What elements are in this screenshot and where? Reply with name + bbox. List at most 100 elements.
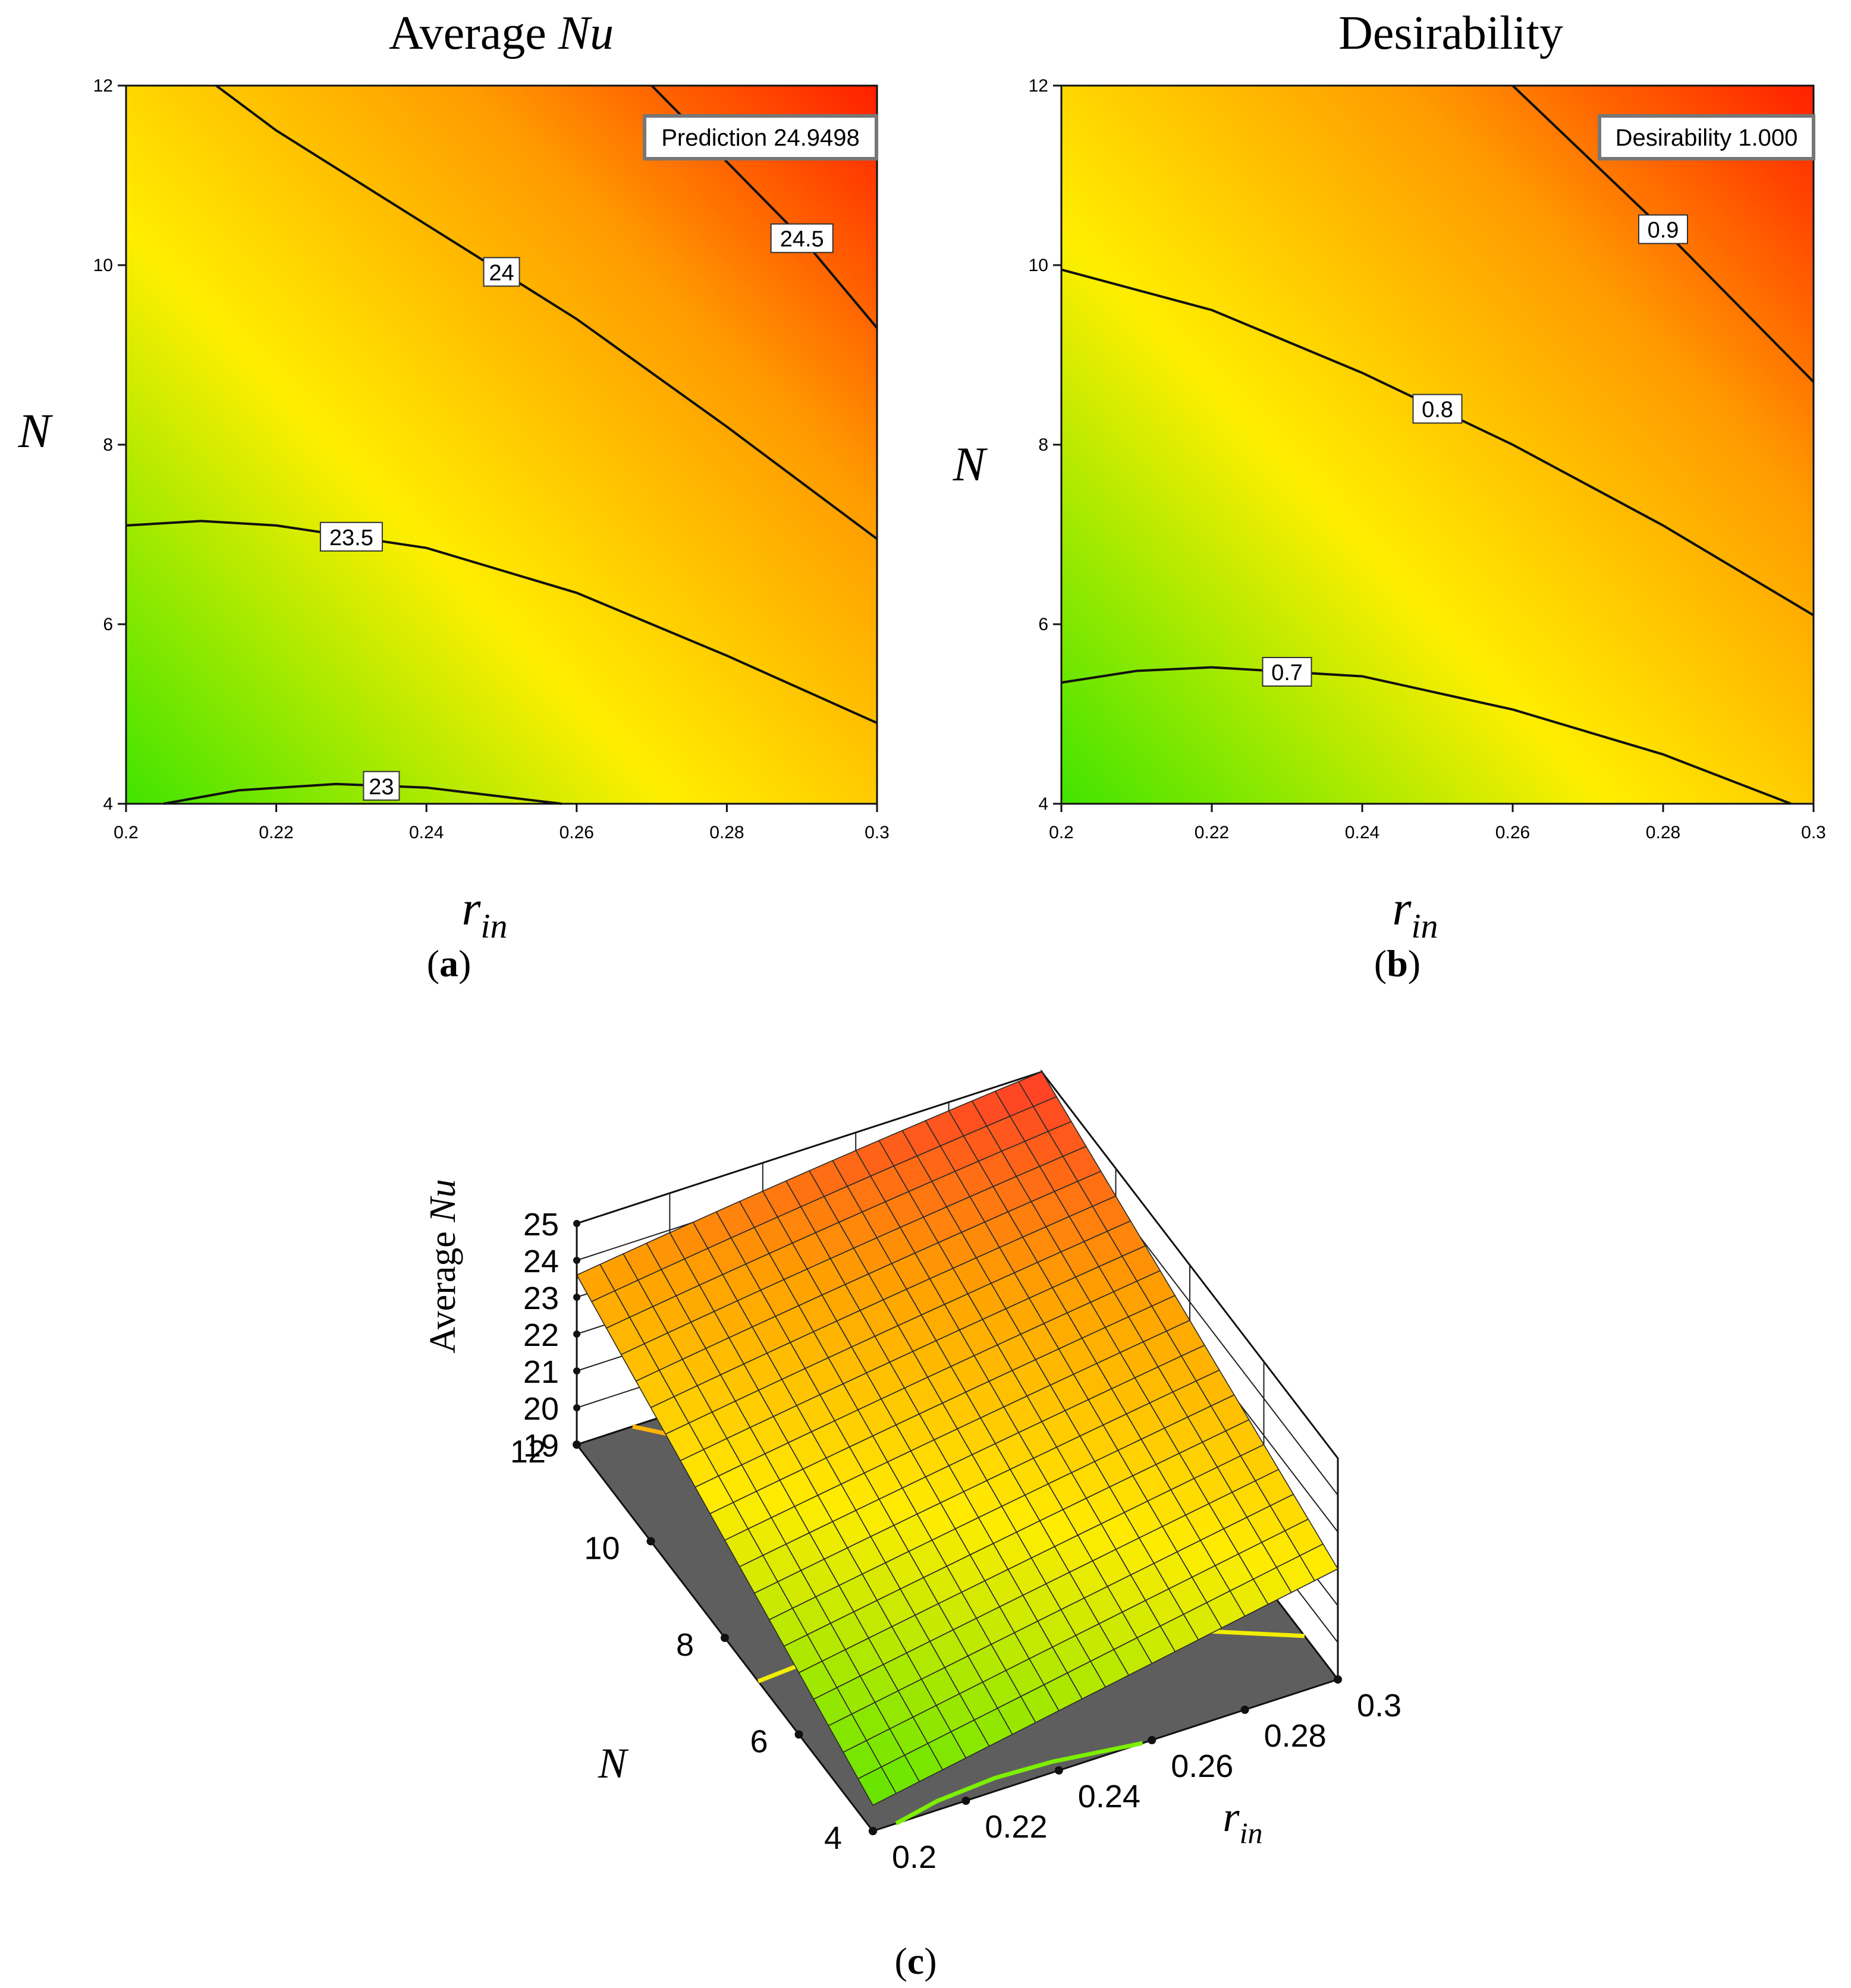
y-tick-label: 8 [1038,435,1048,455]
panel-b-title: Desirability [1338,7,1563,59]
z-tick-mark [573,1257,580,1264]
z-axis-label-c: Average Nu [423,1179,463,1353]
x-tick-label: 0.2 [114,823,139,842]
desirability-box: Desirability 1.000 [1598,114,1815,161]
r-tick-label: 0.2 [892,1839,937,1875]
r-tick-label: 0.24 [1078,1779,1140,1814]
x-axis-label-a: rin [461,881,507,945]
z-tick-label: 22 [523,1317,559,1353]
n-tick-mark [573,1440,581,1449]
y-tick-label: 10 [1029,256,1048,275]
contour-labels-b: 0.7 0.8 0.9 [1262,214,1688,687]
svg-text:0.8: 0.8 [1422,398,1453,423]
r-tick-mark [1240,1706,1249,1714]
panel-b: Desirability 0.7 0.8 0.9 Desirability 1.00… [953,7,1826,984]
x-tick-label: 0.2 [1049,823,1074,842]
y-axis-ticks-a: 4 6 8 10 12 [93,76,126,814]
y-axis-label-b: N [953,437,988,491]
y-tick-label: 6 [1038,615,1048,634]
z-tick-mark [573,1404,580,1411]
n-tick-label: 12 [510,1434,546,1470]
desirability-text: Desirability 1.000 [1616,125,1798,151]
r-tick-mark [1148,1736,1157,1744]
r-tick-label: 0.3 [1357,1688,1401,1723]
r-tick-label: 0.28 [1264,1718,1327,1754]
y-axis-ticks-b: 4 6 8 10 12 [1029,76,1061,814]
n-tick-label: 4 [824,1820,842,1856]
z-tick-mark [573,1220,580,1227]
x-tick-label: 0.22 [259,823,293,842]
contour-labels-a: 23 23.5 24 24.5 [319,223,834,801]
x-tick-label: 0.24 [1345,823,1379,842]
plot-area-a [126,86,877,804]
z-tick-label: 20 [523,1391,559,1427]
y-tick-label: 4 [103,794,113,814]
n-tick-label: 8 [676,1627,694,1663]
r-tick-mark [869,1827,877,1835]
r-tick-mark [961,1797,970,1805]
z-tick-label: 25 [523,1207,559,1242]
contour-label: 24.5 [770,223,834,253]
response-surface [576,1071,1339,1806]
contour-label: 0.8 [1412,394,1463,424]
panel-label-b: (b) [1374,942,1421,984]
x-axis-label-b: rin [1392,881,1438,945]
svg-text:23: 23 [369,775,394,800]
surface-cell [857,1766,897,1806]
x-tick-label: 0.26 [560,823,594,842]
z-tick-mark [573,1330,580,1338]
contour-line [125,520,878,724]
svg-text:24: 24 [489,260,514,285]
y-tick-label: 12 [1029,76,1048,96]
contour-label: 0.7 [1262,657,1312,687]
z-tick-mark [573,1294,580,1301]
r-tick-mark [1054,1766,1063,1775]
z-tick-label: 24 [523,1244,559,1279]
svg-text:0.9: 0.9 [1648,218,1679,243]
n-tick-mark [721,1634,729,1642]
n-tick-label: 10 [584,1531,620,1567]
contour-label: 23 [363,770,400,801]
x-tick-label: 0.3 [1801,823,1826,842]
y-tick-label: 6 [103,615,113,634]
svg-text:24.5: 24.5 [780,227,824,252]
contour-label: 24 [483,257,520,287]
x-tick-label: 0.26 [1495,823,1530,842]
x-tick-label: 0.28 [1646,823,1680,842]
y-tick-label: 8 [103,435,113,455]
panel-label-c: (c) [894,1940,937,1982]
panel-a: Average Nu 23 23.5 24 24.5 Prediction 24.94… [18,7,890,984]
contour-line [1061,666,1792,805]
z-tick-label: 19 [523,1428,559,1464]
r-tick-label: 0.22 [985,1809,1047,1845]
prediction-text: Prediction 24.9498 [661,125,860,151]
x-tick-label: 0.24 [409,823,444,842]
r-tick-mark [1334,1675,1342,1684]
x-tick-label: 0.22 [1195,823,1229,842]
r-tick-label: 0.26 [1171,1748,1233,1784]
x-axis-ticks-b: 0.2 0.22 0.24 0.26 0.28 0.3 [1049,804,1826,842]
panel-label-a: (a) [427,942,472,984]
x-tick-label: 0.3 [865,823,890,842]
y-tick-label: 12 [93,76,113,96]
y-tick-label: 4 [1038,794,1048,814]
z-tick-label: 21 [523,1354,559,1390]
n-tick-mark [794,1730,803,1739]
svg-text:0.7: 0.7 [1271,660,1303,685]
r-axis-label-c: rin [1223,1793,1263,1849]
n-tick-label: 6 [750,1724,768,1760]
contour-label: 0.9 [1638,214,1688,244]
plot-area-b [1061,86,1814,804]
z-tick-label: 23 [523,1281,559,1316]
y-tick-label: 10 [93,256,113,275]
floor-contour [895,1741,1143,1826]
y-axis-label-a: N [18,404,54,458]
svg-text:23.5: 23.5 [329,526,373,551]
z-tick-mark [573,1367,580,1374]
contour-label: 23.5 [319,521,383,552]
n-tick-mark [646,1537,655,1546]
panel-a-title: Average Nu [389,7,614,59]
